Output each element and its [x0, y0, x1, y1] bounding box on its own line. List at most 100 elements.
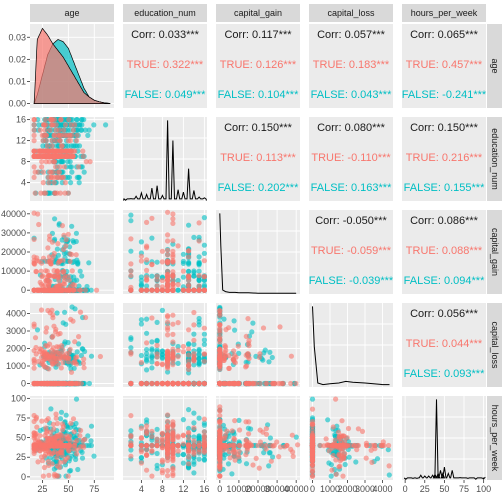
point-true	[217, 419, 223, 425]
point-true	[149, 442, 155, 449]
point-true	[217, 307, 223, 313]
point-false	[191, 341, 197, 347]
strip-top-label-capital_loss: capital_loss	[327, 8, 375, 18]
point-true	[52, 153, 58, 159]
point-false	[196, 360, 202, 366]
point-true	[165, 277, 171, 283]
point-true	[159, 259, 165, 265]
corr-total-capital_gain-capital_loss: Corr: -0.050***	[315, 215, 387, 227]
point-false	[91, 122, 97, 128]
point-true	[74, 354, 80, 360]
corr-true-capital_loss-hours_per_week: TRUE: 0.044***	[406, 338, 483, 350]
point-true	[144, 257, 150, 263]
point-false	[72, 143, 78, 149]
point-true	[66, 287, 73, 293]
point-true	[43, 190, 49, 196]
point-true	[40, 273, 46, 279]
corr-false-capital_gain-hours_per_week: FALSE: 0.094***	[404, 275, 485, 287]
point-false	[63, 412, 69, 418]
point-true	[43, 343, 49, 349]
point-true	[60, 281, 66, 287]
strip-top-age	[30, 4, 114, 22]
point-true	[232, 418, 238, 424]
point-false	[88, 442, 94, 449]
point-true	[201, 449, 207, 455]
point-true	[138, 442, 144, 449]
point-true	[39, 164, 45, 170]
point-true	[64, 148, 70, 154]
point-true	[144, 340, 150, 346]
point-true	[170, 269, 176, 275]
point-true	[72, 442, 78, 449]
point-true	[128, 380, 134, 387]
panel-age-education_num	[123, 24, 207, 108]
point-false	[54, 246, 61, 252]
point-true	[165, 319, 171, 325]
point-true	[59, 132, 65, 138]
point-true	[201, 429, 207, 435]
point-true	[37, 349, 43, 355]
point-true	[149, 315, 155, 321]
point-true	[60, 347, 66, 353]
corr-true-capital_gain-capital_loss: TRUE: -0.059***	[311, 245, 392, 257]
point-true	[170, 331, 176, 337]
point-false	[245, 425, 251, 431]
point-true	[58, 365, 64, 371]
point-false	[267, 450, 273, 456]
point-true	[31, 260, 37, 266]
strip-right-label-hours_per_week: hours_per_week	[490, 405, 500, 472]
point-true	[69, 251, 75, 258]
corr-true-age-hours_per_week: TRUE: 0.457***	[406, 59, 483, 71]
point-false	[65, 143, 71, 149]
point-true	[186, 461, 192, 467]
point-false	[76, 283, 82, 289]
point-true	[154, 351, 160, 357]
point-true	[144, 287, 150, 293]
point-true	[170, 248, 176, 254]
point-false	[201, 215, 207, 221]
point-true	[39, 446, 45, 452]
strip-right-label-age: age	[490, 58, 500, 73]
point-false	[52, 216, 58, 222]
point-false	[154, 450, 160, 457]
point-true	[128, 413, 134, 419]
point-true	[159, 380, 165, 387]
strip-top-capital_gain	[216, 4, 300, 22]
point-true	[180, 433, 186, 439]
point-true	[180, 287, 186, 293]
density-education-num	[123, 120, 207, 201]
point-true	[35, 287, 41, 293]
point-true	[46, 472, 52, 478]
point-true	[31, 380, 37, 387]
point-false	[186, 407, 192, 413]
point-false	[78, 127, 84, 133]
point-true	[138, 258, 144, 264]
point-true	[217, 448, 223, 454]
point-true	[272, 380, 278, 387]
point-true	[31, 132, 37, 138]
panel-education_num-capital_gain	[216, 117, 300, 201]
corr-total-age-capital_gain: Corr: 0.117***	[224, 29, 292, 41]
point-true	[53, 433, 59, 439]
point-true	[224, 428, 230, 434]
point-true	[165, 332, 171, 338]
point-true	[154, 380, 160, 387]
strip-top-hours_per_week	[402, 4, 486, 22]
point-false	[74, 260, 81, 266]
point-true	[159, 277, 165, 284]
point-true	[44, 380, 50, 387]
point-true	[46, 254, 53, 260]
point-true	[227, 455, 233, 461]
point-true	[175, 320, 181, 326]
point-true	[223, 353, 229, 359]
point-true	[201, 416, 207, 422]
point-true	[288, 353, 294, 359]
point-true	[78, 287, 84, 293]
point-false	[342, 461, 348, 468]
point-true	[217, 321, 223, 328]
panel-education_num-hours_per_week	[402, 117, 486, 201]
point-false	[68, 180, 74, 186]
point-false	[159, 307, 165, 313]
point-false	[86, 260, 92, 266]
point-true	[191, 425, 197, 431]
